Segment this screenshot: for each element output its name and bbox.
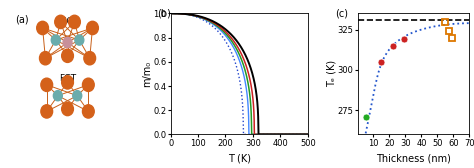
Circle shape: [75, 35, 84, 45]
Text: (c): (c): [335, 9, 348, 19]
Circle shape: [54, 91, 62, 101]
Text: FGT: FGT: [59, 74, 76, 83]
Circle shape: [82, 105, 94, 118]
Circle shape: [41, 105, 53, 118]
Y-axis label: m/m₀: m/m₀: [142, 61, 152, 87]
Circle shape: [62, 49, 73, 62]
Circle shape: [62, 76, 73, 89]
Circle shape: [82, 78, 94, 91]
Circle shape: [69, 15, 80, 29]
X-axis label: Thickness (nm): Thickness (nm): [376, 153, 451, 163]
Circle shape: [73, 91, 82, 101]
Circle shape: [87, 21, 99, 35]
Circle shape: [84, 52, 96, 65]
Text: CFGT: CFGT: [56, 17, 79, 26]
Circle shape: [63, 37, 72, 48]
Circle shape: [55, 15, 66, 29]
Circle shape: [41, 78, 53, 91]
Y-axis label: Tₑ (K): Tₑ (K): [326, 60, 336, 88]
Circle shape: [39, 52, 51, 65]
Text: (b): (b): [157, 9, 171, 19]
Circle shape: [51, 35, 60, 45]
Circle shape: [36, 21, 48, 35]
Text: (a): (a): [15, 15, 29, 25]
X-axis label: T (K): T (K): [228, 153, 251, 163]
Circle shape: [62, 102, 73, 116]
